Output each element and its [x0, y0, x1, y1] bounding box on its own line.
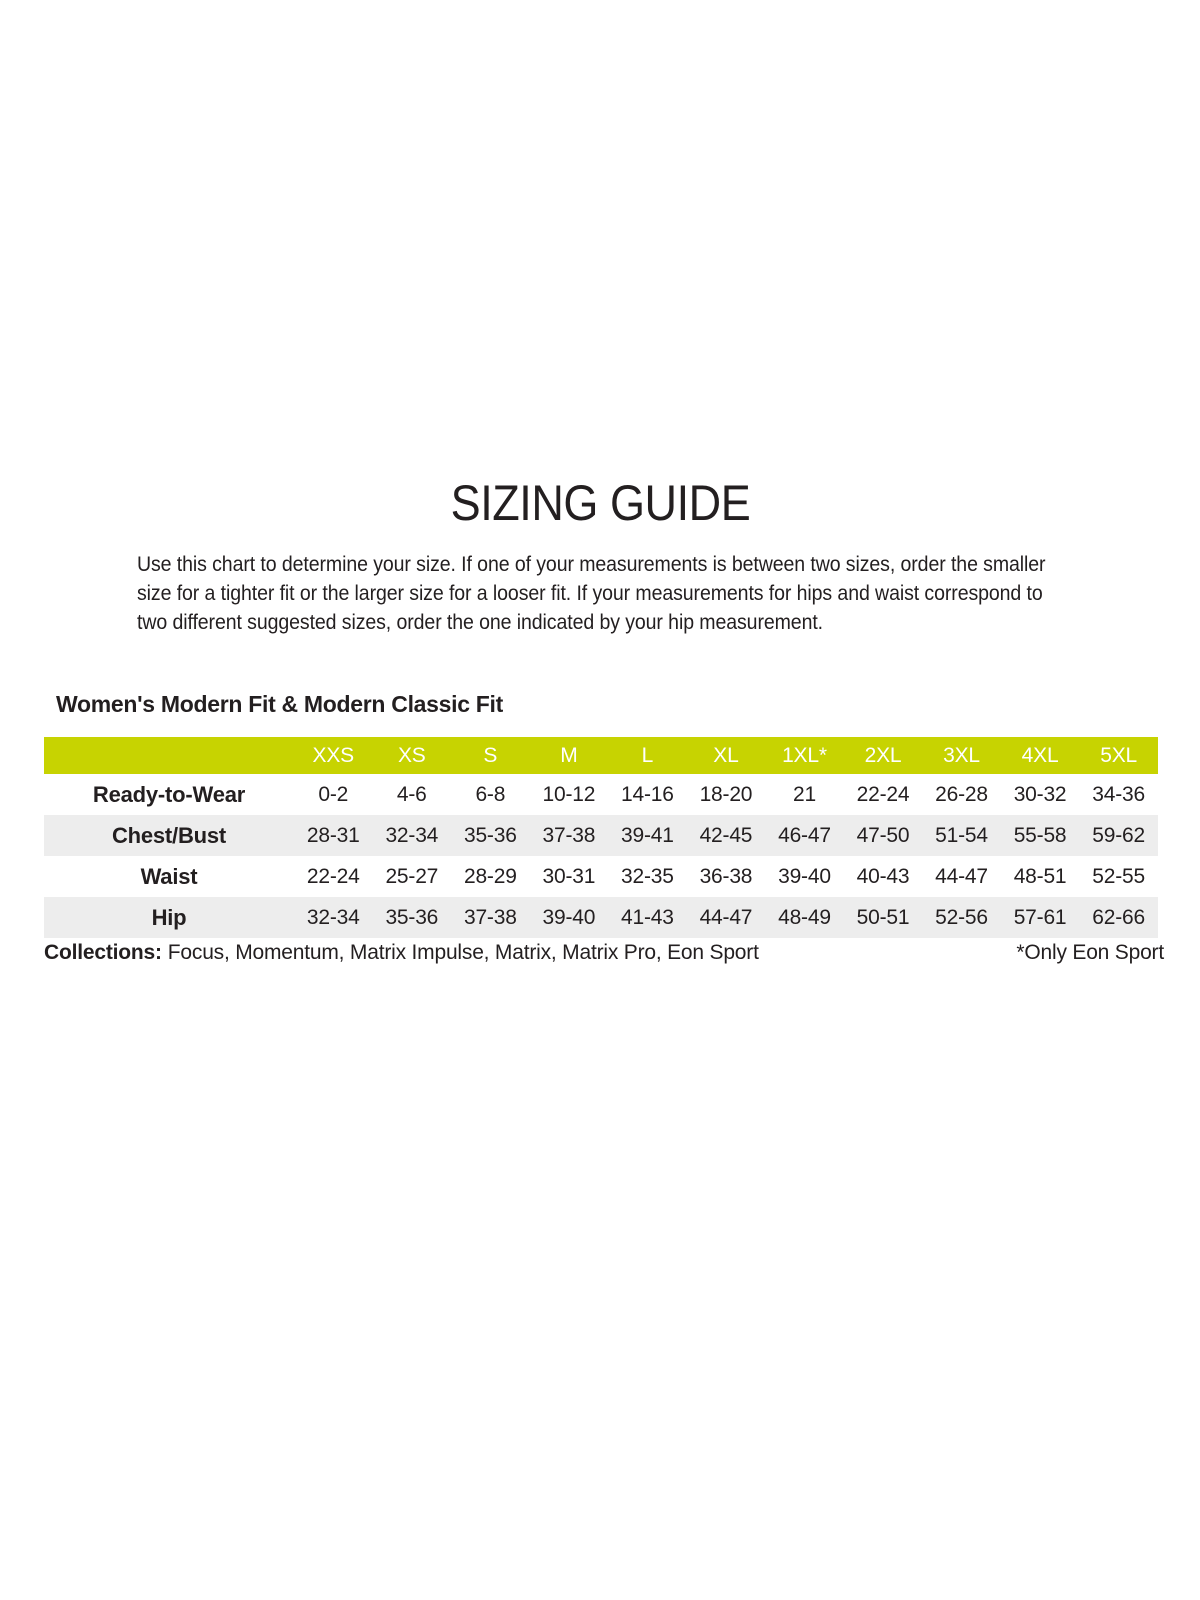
asterisk-note: *Only Eon Sport: [1016, 941, 1164, 964]
size-value-cell: 30-32: [1013, 782, 1067, 806]
collections-line: Collections: Focus, Momentum, Matrix Impu…: [44, 941, 759, 965]
size-value-cell: 46-47: [778, 823, 831, 847]
table-row-hip: Hip 32-34 35-36 37-38 39-40 41-43 44-47 …: [44, 897, 1158, 938]
size-value-cell: 26-28: [935, 782, 988, 806]
row-label: Waist: [140, 863, 198, 889]
header-cell-5xl: 5XL: [1079, 737, 1158, 774]
page-title: SIZING GUIDE: [0, 474, 1200, 532]
row-label: Hip: [151, 904, 187, 930]
size-value-cell: 18-20: [699, 782, 753, 806]
size-value-cell: 51-54: [935, 823, 988, 847]
section-heading: Women's Modern Fit & Modern Classic Fit: [56, 691, 503, 717]
header-cell-empty: [44, 737, 294, 774]
header-cell-l: L: [608, 737, 687, 774]
size-value-cell: 28-29: [463, 864, 517, 888]
size-value-cell: 35-36: [385, 905, 439, 929]
size-value-cell: 47-50: [856, 823, 910, 847]
size-value-cell: 40-43: [856, 864, 910, 888]
size-value-cell: 6-8: [475, 782, 506, 806]
header-cell-xxs: XXS: [294, 737, 373, 774]
size-value-cell: 36-38: [699, 864, 753, 888]
size-value-cell: 37-38: [542, 823, 596, 847]
footnote-row: Collections: Focus, Momentum, Matrix Impu…: [44, 941, 1164, 965]
header-cell-xl: XL: [686, 737, 766, 774]
collections-list: Focus, Momentum, Matrix Impulse, Matrix,…: [167, 941, 759, 964]
size-value-cell: 59-62: [1092, 823, 1146, 847]
size-value-cell: 52-55: [1092, 864, 1146, 888]
size-value-cell: 22-24: [306, 864, 360, 888]
size-value-cell: 62-66: [1092, 905, 1146, 929]
size-value-cell: 39-40: [542, 905, 596, 929]
header-cell-4xl: 4XL: [1000, 737, 1080, 774]
size-value-cell: 35-36: [463, 823, 517, 847]
size-value-cell: 28-31: [306, 823, 360, 847]
header-cell-s: S: [451, 737, 530, 774]
header-cell-m: M: [529, 737, 609, 774]
row-label: Ready-to-Wear: [92, 781, 246, 807]
size-value-cell: 41-43: [621, 905, 674, 929]
size-value-cell: 25-27: [385, 864, 439, 888]
size-value-cell: 50-51: [856, 905, 910, 929]
header-cell-1xl: 1XL*: [765, 737, 844, 774]
size-value-cell: 0-2: [318, 782, 349, 806]
table-row-ready-to-wear: Ready-to-Wear 0-2 4-6 6-8 10-12 14-16 18…: [44, 774, 1158, 815]
size-table: XXS XS S M L XL 1XL* 2XL 3XL 4XL 5XL Rea…: [44, 737, 1158, 938]
size-value-cell: 34-36: [1092, 782, 1146, 806]
size-value-cell: 22-24: [856, 782, 910, 806]
header-cell-xs: XS: [372, 737, 452, 774]
table-row-chest-bust: Chest/Bust 28-31 32-34 35-36 37-38 39-41…: [44, 815, 1158, 856]
size-value-cell: 55-58: [1013, 823, 1067, 847]
size-value-cell: 48-49: [778, 905, 831, 929]
size-value-cell: 52-56: [935, 905, 988, 929]
size-value-cell: 32-35: [621, 864, 674, 888]
size-value-cell: 32-34: [385, 823, 439, 847]
size-value-cell: 44-47: [935, 864, 988, 888]
size-value-cell: 44-47: [699, 905, 753, 929]
size-value-cell: 39-40: [778, 864, 831, 888]
size-value-cell: 21: [792, 782, 816, 806]
size-value-cell: 48-51: [1013, 864, 1067, 888]
table-row-waist: Waist 22-24 25-27 28-29 30-31 32-35 36-3…: [44, 856, 1158, 897]
table-header-row: XXS XS S M L XL 1XL* 2XL 3XL 4XL 5XL: [44, 737, 1158, 774]
size-value-cell: 39-41: [621, 823, 674, 847]
header-cell-2xl: 2XL: [843, 737, 923, 774]
size-value-cell: 14-16: [621, 782, 674, 806]
row-label: Chest/Bust: [111, 822, 227, 848]
size-value-cell: 30-31: [542, 864, 596, 888]
collections-label: Collections:: [44, 941, 162, 964]
intro-paragraph: Use this chart to determine your size. I…: [137, 553, 1046, 634]
size-value-cell: 32-34: [306, 905, 360, 929]
size-value-cell: 42-45: [699, 823, 753, 847]
size-value-cell: 4-6: [396, 782, 427, 806]
size-value-cell: 37-38: [463, 905, 517, 929]
size-value-cell: 10-12: [542, 782, 596, 806]
size-value-cell: 57-61: [1013, 905, 1067, 929]
page-title-text: SIZING GUIDE: [450, 475, 750, 531]
header-cell-3xl: 3XL: [922, 737, 1001, 774]
